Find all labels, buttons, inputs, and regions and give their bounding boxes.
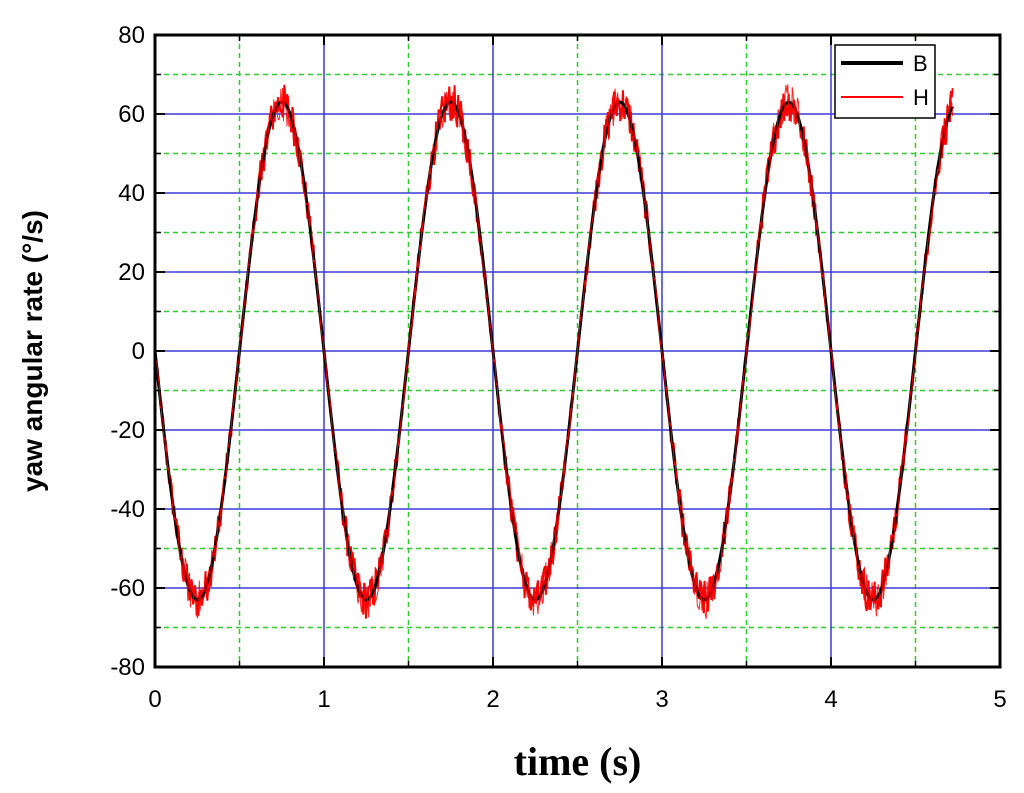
y-tick-label: 0 <box>132 338 145 365</box>
y-tick-label: -40 <box>110 496 145 523</box>
series-h-overlay <box>154 84 954 619</box>
y-tick-label: 20 <box>118 259 145 286</box>
x-axis-label: time (s) <box>514 739 642 784</box>
legend-label-b: B <box>913 51 928 76</box>
series-layer <box>153 84 955 619</box>
x-tick-label: 1 <box>317 686 330 713</box>
y-tick-label: 40 <box>118 180 145 207</box>
y-axis-label: yaw angular rate (°/s) <box>17 210 48 492</box>
legend: B H <box>834 44 936 119</box>
x-tick-label: 0 <box>148 686 161 713</box>
x-tick-label: 5 <box>993 686 1006 713</box>
y-tick-label: -60 <box>110 575 145 602</box>
x-tick-label: 4 <box>824 686 837 713</box>
legend-label-h: H <box>913 85 929 110</box>
legend-box <box>834 44 936 119</box>
y-tick-label: -20 <box>110 417 145 444</box>
x-tick-label: 2 <box>486 686 499 713</box>
y-tick-label: -80 <box>110 654 145 681</box>
x-tick-label: 3 <box>655 686 668 713</box>
y-tick-label: 80 <box>118 22 145 49</box>
y-tick-label: 60 <box>118 101 145 128</box>
